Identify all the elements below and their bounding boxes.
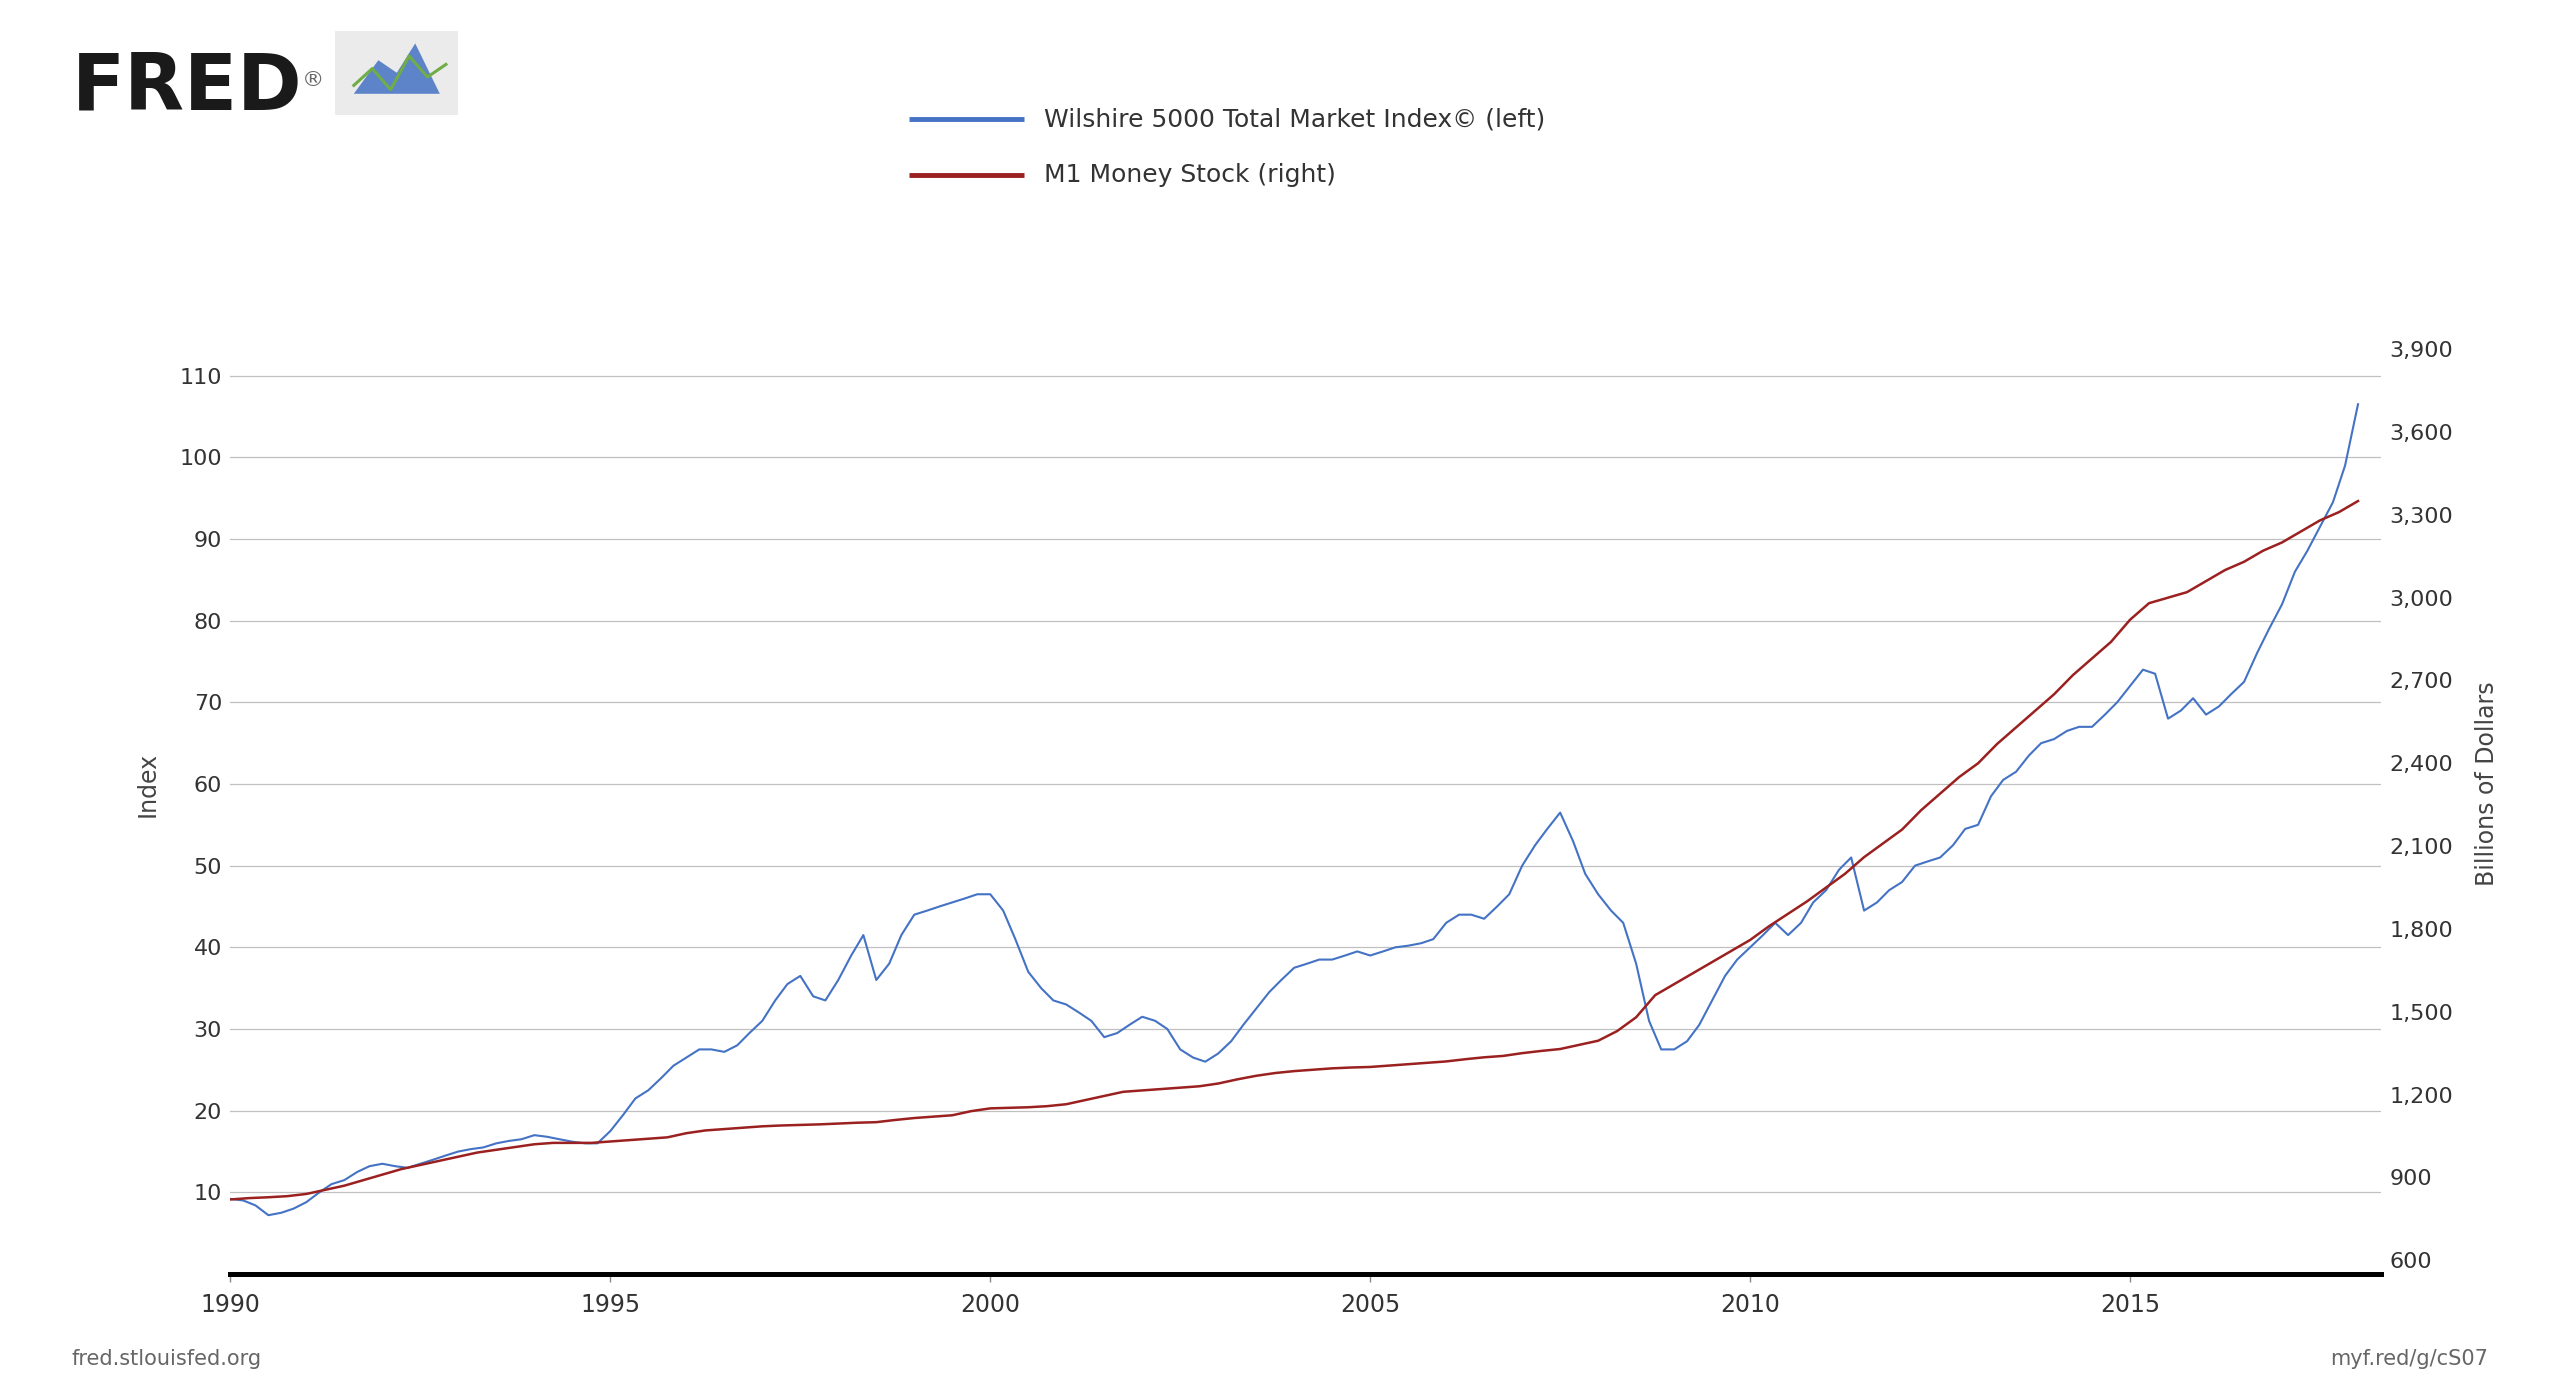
Text: myf.red/g/cS07: myf.red/g/cS07 bbox=[2330, 1350, 2488, 1369]
Text: ®: ® bbox=[302, 70, 325, 90]
Polygon shape bbox=[353, 43, 440, 94]
Y-axis label: Index: Index bbox=[136, 752, 159, 816]
Text: M1 Money Stock (right): M1 Money Stock (right) bbox=[1044, 162, 1336, 188]
Text: Wilshire 5000 Total Market Index© (left): Wilshire 5000 Total Market Index© (left) bbox=[1044, 106, 1546, 132]
Text: fred.stlouisfed.org: fred.stlouisfed.org bbox=[72, 1350, 261, 1369]
Text: FRED: FRED bbox=[72, 49, 302, 125]
Y-axis label: Billions of Dollars: Billions of Dollars bbox=[2476, 682, 2499, 886]
FancyBboxPatch shape bbox=[330, 27, 463, 119]
